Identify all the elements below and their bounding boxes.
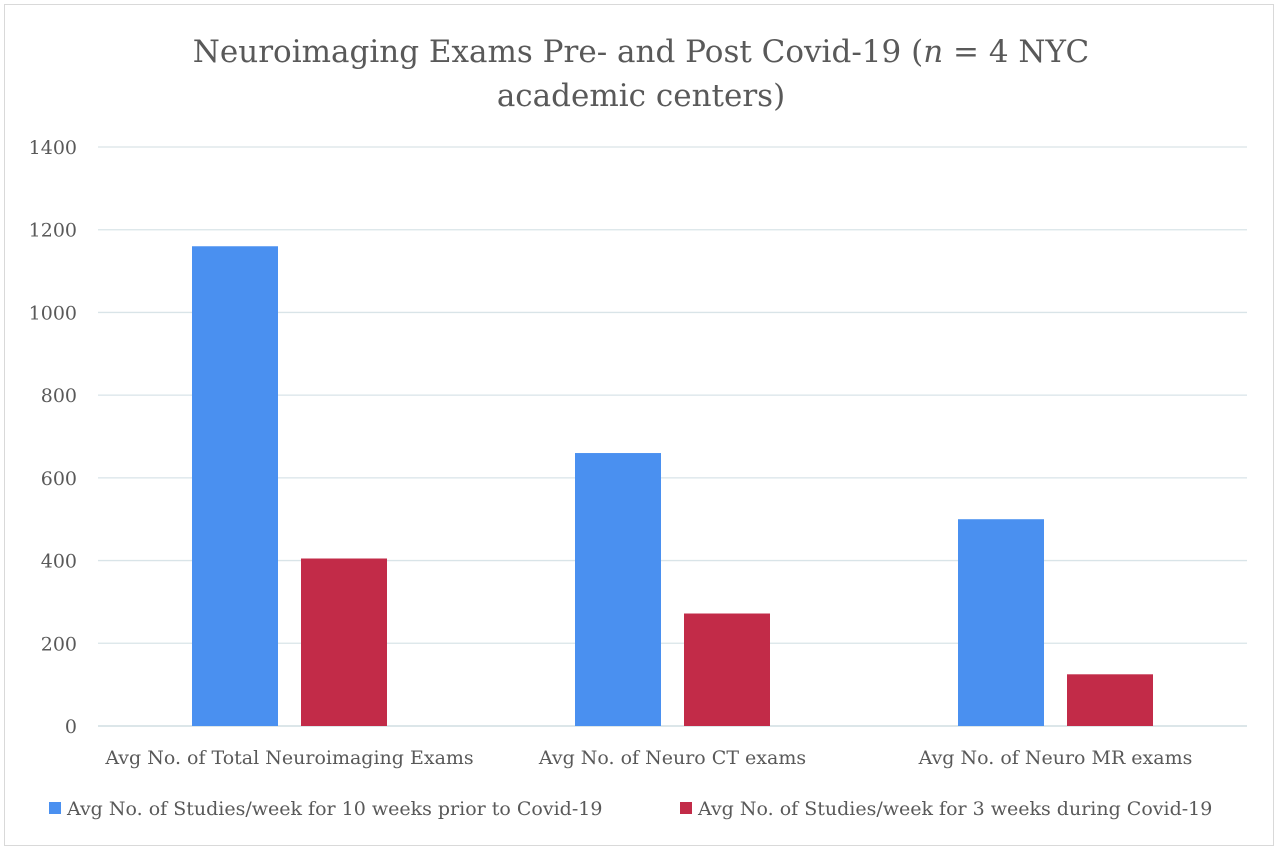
chart-title-line-1: Neuroimaging Exams Pre- and Post Covid-1… [193, 34, 1089, 70]
bar-chart: Neuroimaging Exams Pre- and Post Covid-1… [29, 34, 1247, 820]
y-tick-label: 0 [65, 716, 77, 738]
legend-label-series-2: Avg No. of Studies/week for 3 weeks duri… [697, 798, 1212, 820]
bars [192, 246, 1153, 726]
legend: Avg No. of Studies/week for 10 weeks pri… [49, 798, 1212, 820]
y-tick-label: 1000 [29, 302, 77, 324]
chart-title-line-2: academic centers) [497, 78, 785, 114]
y-tick-label: 1200 [29, 220, 77, 242]
bar-series-1-category-3 [958, 519, 1044, 726]
x-category-label: Avg No. of Neuro MR exams [918, 747, 1193, 769]
y-tick-label: 400 [41, 551, 77, 573]
bar-series-1-category-2 [575, 453, 661, 726]
bar-series-2-category-3 [1067, 674, 1153, 726]
y-axis-tick-labels: 0 200 400 600 800 1000 1200 1400 [29, 137, 77, 738]
y-tick-label: 600 [41, 468, 77, 490]
bar-series-1-category-1 [192, 246, 278, 726]
y-tick-label: 1400 [29, 137, 77, 159]
legend-label-series-1: Avg No. of Studies/week for 10 weeks pri… [66, 798, 602, 820]
chart-frame: Neuroimaging Exams Pre- and Post Covid-1… [4, 4, 1274, 846]
x-axis-category-labels: Avg No. of Total Neuroimaging Exams Avg N… [104, 747, 1192, 769]
y-tick-label: 200 [41, 633, 77, 655]
x-category-label: Avg No. of Neuro CT exams [538, 747, 806, 769]
legend-swatch-series-2 [680, 802, 692, 814]
bar-series-2-category-2 [684, 613, 770, 726]
gridlines [98, 146, 1247, 727]
x-category-label: Avg No. of Total Neuroimaging Exams [104, 747, 473, 769]
bar-series-2-category-1 [301, 558, 387, 726]
y-tick-label: 800 [41, 385, 77, 407]
legend-swatch-series-1 [49, 802, 61, 814]
